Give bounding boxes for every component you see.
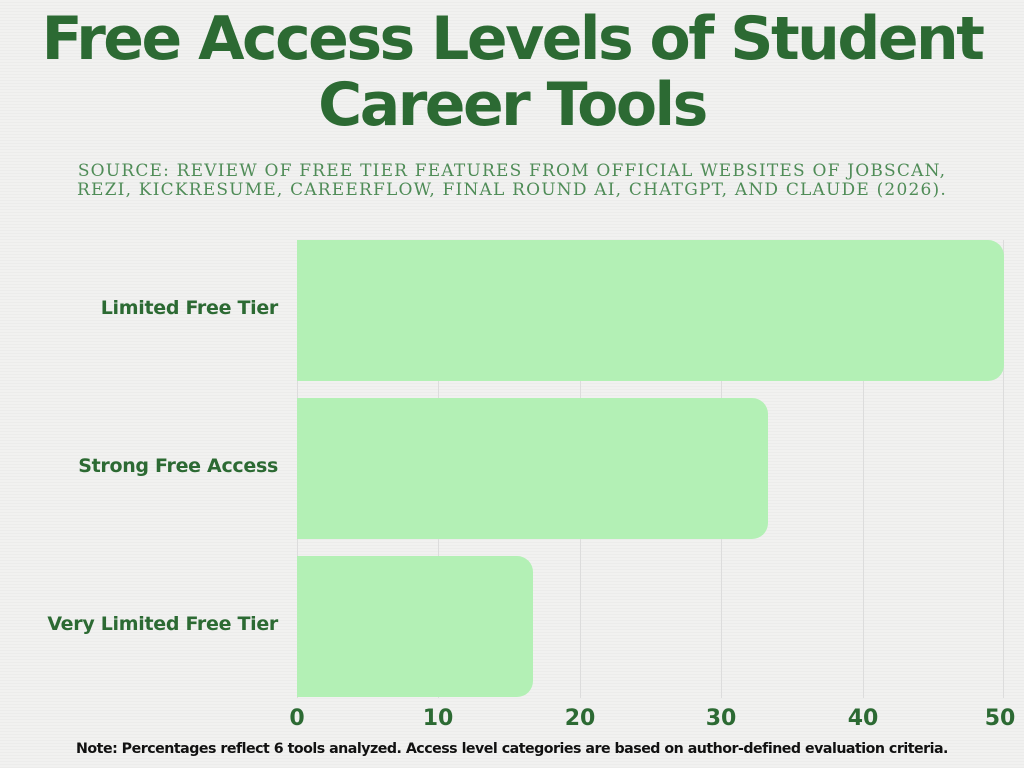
- chart-subtitle: SOURCE: REVIEW OF FREE TIER FEATURES FRO…: [77, 161, 947, 200]
- chart-title: Free Access Levels of Student Career Too…: [41, 4, 985, 140]
- category-label: Limited Free Tier: [100, 297, 279, 319]
- bar-very-limited-free-tier: [297, 556, 534, 697]
- x-tick: 20: [564, 706, 596, 731]
- x-tick: 10: [422, 706, 454, 731]
- category-label: Very Limited Free Tier: [47, 613, 278, 635]
- x-tick: 0: [289, 706, 305, 731]
- x-tick: 40: [847, 706, 879, 731]
- gridline: [863, 240, 864, 698]
- x-tick: 50: [984, 706, 1016, 731]
- x-tick: 30: [705, 706, 737, 731]
- plot-area: [297, 240, 1004, 698]
- footnote: Note: Percentages reflect 6 tools analyz…: [76, 741, 948, 757]
- bar-strong-free-access: [297, 398, 768, 539]
- category-label: Strong Free Access: [78, 455, 278, 477]
- gridline: [1003, 240, 1004, 698]
- bar-limited-free-tier: [297, 240, 1004, 381]
